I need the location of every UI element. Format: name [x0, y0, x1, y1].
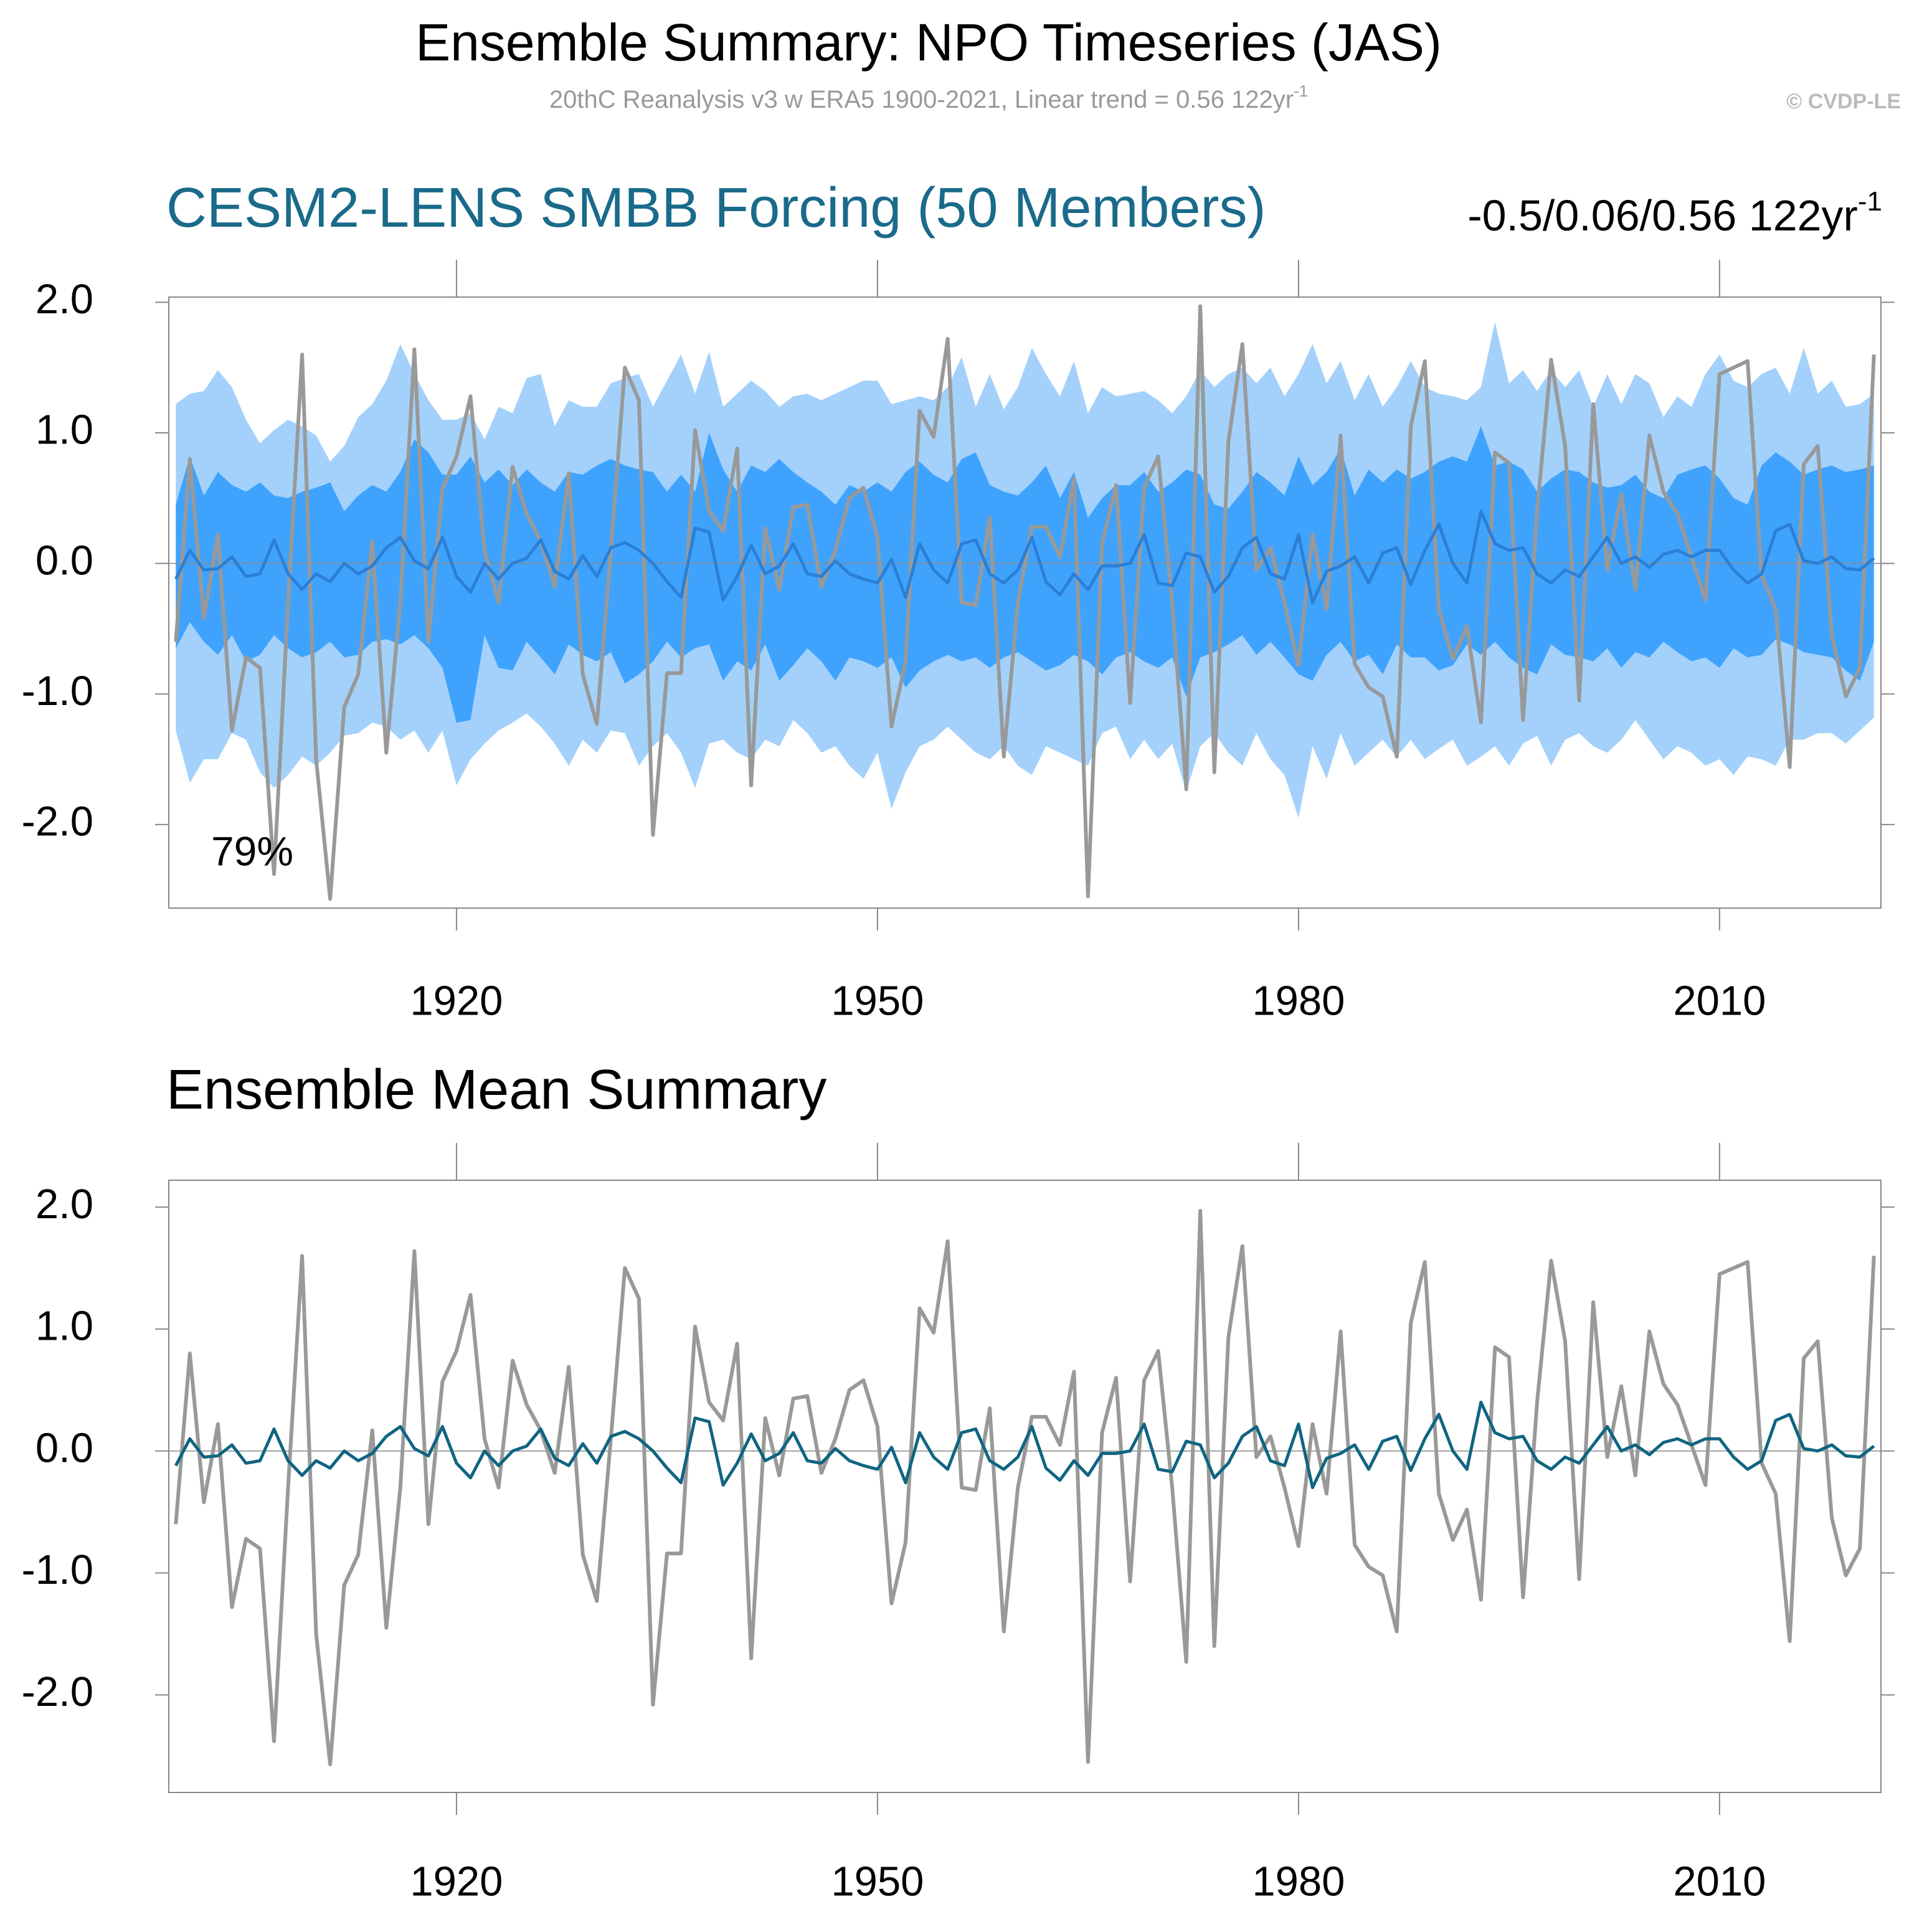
- series-line: [174, 509, 1875, 604]
- page-subtitle: 20thC Reanalysis v3 w ERA5 1900-2021, Li…: [549, 82, 1308, 113]
- subtitle-text: 20thC Reanalysis v3 w ERA5 1900-2021, Li…: [549, 86, 1294, 113]
- y-tick-label: -1.0: [22, 1546, 93, 1593]
- x-tick-label: 1980: [1252, 978, 1345, 1025]
- series-line: [174, 1400, 1875, 1489]
- x-tick-label: 1920: [410, 978, 503, 1025]
- y-tick-label: 1.0: [36, 1303, 93, 1350]
- plot-frame: [168, 1180, 1882, 1793]
- y-tick-label: 0.0: [36, 1424, 93, 1471]
- page-title: Ensemble Summary: NPO Timeseries (JAS): [415, 13, 1442, 72]
- y-tick-label: 2.0: [36, 276, 93, 323]
- y-tick-label: 0.0: [36, 537, 93, 584]
- chart-title: Ensemble Mean Summary: [166, 1059, 826, 1121]
- y-tick-label: -2.0: [22, 1669, 93, 1715]
- subtitle-sup: -1: [1294, 82, 1308, 100]
- x-tick-label: 1980: [1252, 1858, 1345, 1905]
- x-tick-label: 2010: [1673, 1858, 1766, 1905]
- x-tick-label: 1920: [410, 1858, 503, 1905]
- y-tick-label: 2.0: [36, 1181, 93, 1228]
- plot-frame: [168, 296, 1882, 909]
- trend-text: -0.5/0.06/0.56 122yr: [1467, 191, 1858, 240]
- x-tick-label: 1950: [831, 1858, 924, 1905]
- plot-area: [169, 304, 1881, 901]
- x-tick-label: 1950: [831, 978, 924, 1025]
- chart-title: CESM2-LENS SMBB Forcing (50 Members): [166, 177, 1266, 239]
- series-line: [174, 1208, 1876, 1766]
- y-tick-label: 1.0: [36, 407, 93, 453]
- series-line: [174, 304, 1876, 901]
- trend-sup: -1: [1858, 186, 1882, 217]
- y-tick-label: -1.0: [22, 668, 93, 714]
- plot-area: [169, 1208, 1881, 1766]
- trend-annotation: -0.5/0.06/0.56 122yr-1: [1467, 186, 1882, 240]
- percent-annotation: 79%: [211, 828, 293, 874]
- x-tick-label: 2010: [1673, 978, 1766, 1025]
- credit: © CVDP-LE: [1786, 90, 1901, 113]
- y-tick-label: -2.0: [22, 798, 93, 845]
